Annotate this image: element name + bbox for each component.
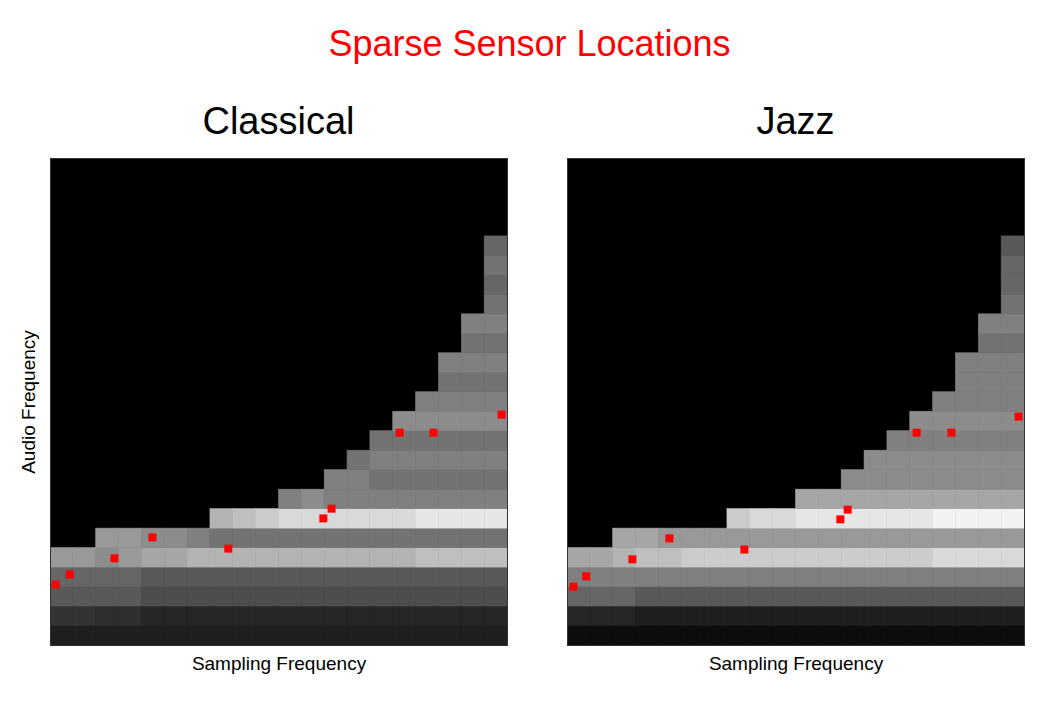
svg-text:Sampling Frequency: Sampling Frequency <box>709 653 884 674</box>
svg-text:Sampling Frequency: Sampling Frequency <box>192 653 367 674</box>
html-text:Jazz: Jazz <box>756 100 835 142</box>
html-text:Classical: Classical <box>202 100 355 142</box>
html-text:Sparse Sensor Locations: Sparse Sensor Locations <box>328 23 731 64</box>
svg-text:Audio Frequency: Audio Frequency <box>18 330 39 474</box>
